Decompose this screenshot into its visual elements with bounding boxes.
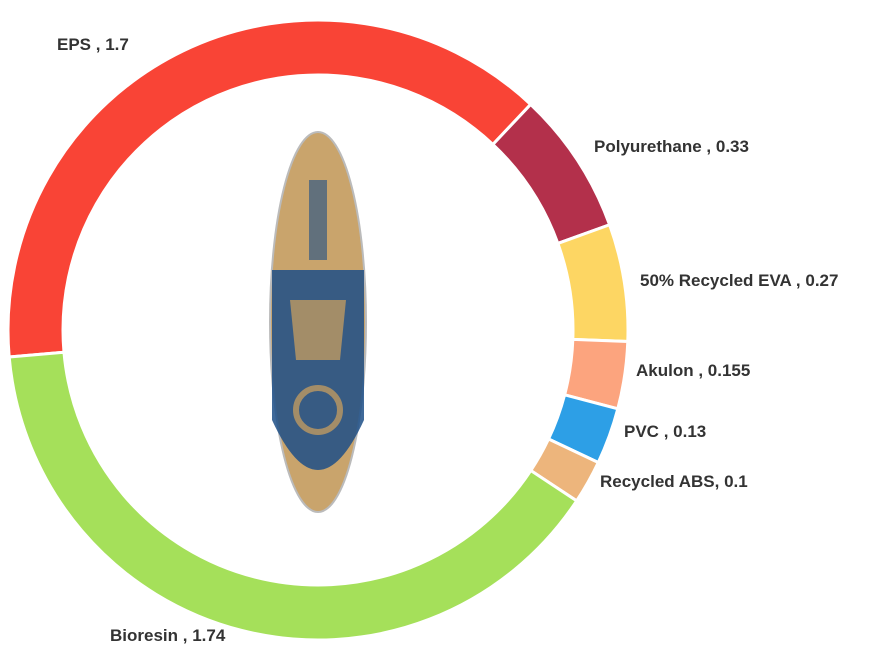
- slice-label: PVC , 0.13: [624, 422, 706, 441]
- slice-value-label: , 0.33: [702, 137, 749, 156]
- slice-value-label: , 0.27: [791, 271, 838, 290]
- slice-category: 50% Recycled EVA: [640, 271, 792, 290]
- slice-label: Akulon , 0.155: [636, 361, 750, 380]
- slice-label: EPS , 1.7: [57, 35, 129, 54]
- slice-category: Akulon: [636, 361, 694, 380]
- slice-value-label: , 0.155: [694, 361, 751, 380]
- slice: [7, 350, 579, 642]
- slice-category: EPS: [57, 35, 91, 54]
- slice-category: PVC: [624, 422, 659, 441]
- slice-category: Recycled ABS: [600, 472, 715, 491]
- slice: [555, 222, 630, 344]
- paddleboard-illustration: [269, 131, 367, 513]
- slice-value-label: , 0.13: [659, 422, 706, 441]
- slice: [6, 18, 533, 359]
- slice: [490, 102, 612, 246]
- slice-label: 50% Recycled EVA , 0.27: [640, 271, 838, 290]
- slices: [6, 18, 630, 642]
- slice-value-label: , 1.7: [91, 35, 129, 54]
- slice-value-label: , 0.1: [715, 472, 748, 491]
- slice-category: Polyurethane: [594, 137, 702, 156]
- slice-category: Bioresin: [110, 626, 178, 645]
- slice-label: Recycled ABS, 0.1: [600, 472, 748, 491]
- slice-label: Polyurethane , 0.33: [594, 137, 749, 156]
- slice-label: Bioresin , 1.74: [110, 626, 226, 645]
- slice-value-label: , 1.74: [178, 626, 226, 645]
